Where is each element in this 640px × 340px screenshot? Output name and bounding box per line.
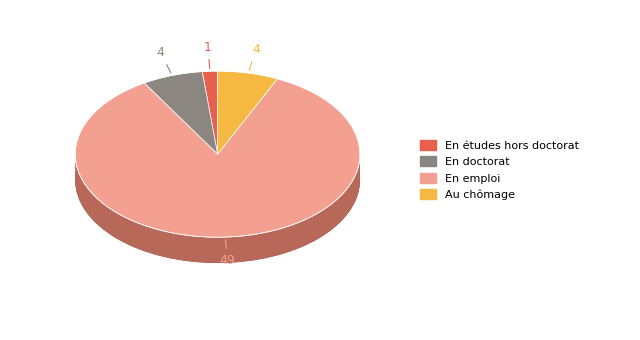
- Text: 1: 1: [204, 41, 212, 68]
- Polygon shape: [75, 154, 360, 263]
- Polygon shape: [144, 72, 218, 154]
- Text: 4: 4: [157, 47, 171, 73]
- Polygon shape: [218, 71, 277, 154]
- Polygon shape: [202, 71, 218, 154]
- Legend: En études hors doctorat, En doctorat, En emploi, Au chômage: En études hors doctorat, En doctorat, En…: [415, 136, 584, 204]
- Polygon shape: [76, 79, 360, 237]
- Ellipse shape: [75, 97, 360, 263]
- Text: 4: 4: [249, 44, 260, 70]
- Text: 49: 49: [220, 240, 235, 267]
